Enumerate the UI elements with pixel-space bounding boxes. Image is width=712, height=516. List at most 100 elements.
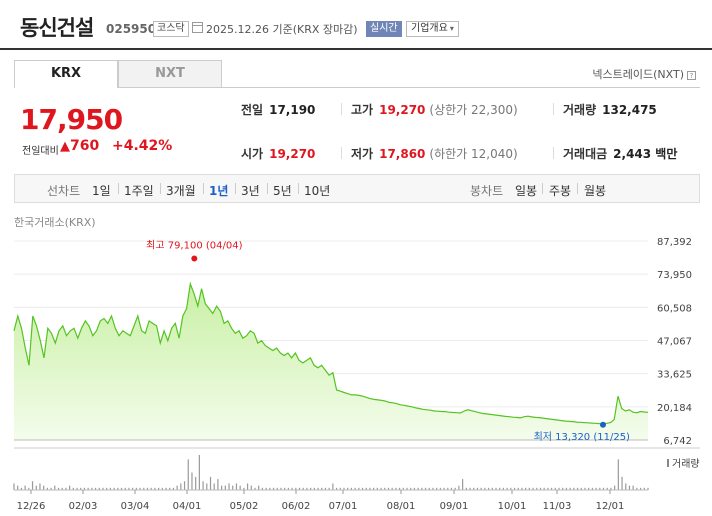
calendar-icon	[192, 22, 203, 33]
volume-bar	[172, 487, 175, 490]
help-icon[interactable]: ?	[687, 71, 696, 80]
candle-monthly[interactable]: 월봉	[584, 184, 607, 198]
low-value: 17,860	[379, 147, 426, 161]
volume-bar	[458, 485, 460, 490]
volume-bar	[113, 487, 115, 490]
volume-bar	[599, 487, 601, 490]
period-3m[interactable]: 3개월	[166, 184, 196, 198]
volume-bar	[373, 487, 375, 490]
volume-value: 132,475	[602, 103, 657, 117]
separator	[577, 183, 578, 194]
separator	[298, 183, 299, 194]
volume-bar	[447, 487, 449, 490]
volume-bar	[31, 481, 34, 490]
volume-bar	[491, 487, 493, 490]
volume-bar	[643, 487, 645, 490]
x-tick-label: 05/02	[230, 501, 259, 512]
volume-bar	[547, 487, 549, 490]
volume-bar	[502, 487, 505, 490]
volume-bar	[24, 485, 26, 490]
volume-bar	[39, 483, 41, 490]
volume-bar	[384, 487, 386, 490]
divider	[553, 147, 554, 159]
y-tick-label: 87,392	[657, 237, 692, 248]
volume-bar	[525, 487, 527, 490]
volume-bar	[261, 487, 264, 490]
volume-bar	[180, 483, 182, 490]
current-price: 17,950	[20, 103, 123, 136]
volume-bar	[269, 487, 271, 490]
volume-bar	[139, 487, 141, 490]
volume-bar	[513, 487, 516, 490]
volume-bar	[569, 487, 571, 490]
volume-bar	[339, 487, 341, 490]
volume-bar	[150, 487, 152, 490]
period-1y[interactable]: 1년	[209, 184, 229, 198]
volume-bar	[487, 487, 490, 490]
volume-bar	[402, 487, 404, 490]
market-badge: 코스닥	[153, 21, 189, 37]
volume-bar	[617, 459, 619, 490]
volume-bar	[295, 487, 297, 490]
volume-bar	[28, 487, 30, 490]
volume-bar	[120, 487, 123, 490]
stock-code: 025950	[106, 22, 157, 36]
volume-bar	[606, 487, 608, 490]
volume-bar	[406, 487, 408, 490]
low-label: 저가	[351, 147, 374, 161]
volume-bar	[539, 487, 542, 490]
volume-bar	[224, 485, 226, 490]
price-line	[13, 281, 649, 425]
x-tick-label: 07/01	[329, 501, 358, 512]
volume-bar	[239, 485, 241, 490]
prev-close-value: 17,190	[269, 103, 316, 117]
company-info-label: 기업개요	[411, 23, 448, 34]
volume-bar	[202, 481, 204, 490]
x-tick-label: 11/03	[543, 501, 572, 512]
volume-bar	[428, 487, 430, 490]
separator	[160, 183, 161, 194]
candle-weekly[interactable]: 주봉	[549, 184, 572, 198]
volume-bar	[391, 487, 393, 490]
volume-bar	[532, 487, 534, 490]
volume-bar	[602, 487, 605, 490]
candle-daily[interactable]: 일봉	[515, 184, 538, 198]
open-price: 시가 19,270	[241, 145, 315, 162]
period-1d[interactable]: 1일	[92, 184, 111, 198]
volume-bar	[647, 487, 649, 490]
lower-limit: (하한가 12,040)	[429, 147, 518, 161]
volume-bar	[191, 472, 193, 490]
volume-bar	[13, 483, 15, 490]
volume-bar	[91, 487, 93, 490]
tab-krx[interactable]: KRX	[14, 60, 118, 88]
period-10y[interactable]: 10년	[304, 184, 331, 198]
realtime-button[interactable]: 실시간	[366, 21, 402, 37]
volume-bar	[124, 487, 126, 490]
change-percent: +4.42%	[112, 138, 173, 154]
volume-bar	[562, 487, 564, 490]
volume-bar	[250, 485, 252, 490]
volume-bar	[246, 483, 249, 490]
volume-bar	[324, 487, 327, 490]
volume-bar	[228, 483, 230, 490]
max-price-dot	[191, 255, 198, 262]
volume-bar	[436, 487, 438, 490]
period-1w[interactable]: 1주일	[124, 184, 154, 198]
volume-bar	[57, 487, 60, 490]
high-value: 19,270	[379, 103, 426, 117]
volume-bar	[332, 483, 334, 490]
volume: 거래량 132,475	[563, 101, 657, 118]
period-3y[interactable]: 3년	[241, 184, 260, 198]
company-info-dropdown[interactable]: 기업개요 ▾	[406, 21, 459, 37]
high-label: 고가	[351, 103, 374, 117]
volume-bar	[421, 487, 423, 490]
upper-limit: (상한가 22,300)	[429, 103, 518, 117]
period-5y[interactable]: 5년	[273, 184, 292, 198]
tab-nxt[interactable]: NXT	[118, 60, 222, 88]
nextrade-link[interactable]: 넥스트레이드(NXT)?	[592, 66, 696, 82]
x-tick-label: 08/01	[387, 501, 416, 512]
volume-bar	[46, 487, 48, 490]
volume-bar	[369, 487, 371, 490]
separator	[235, 183, 236, 194]
